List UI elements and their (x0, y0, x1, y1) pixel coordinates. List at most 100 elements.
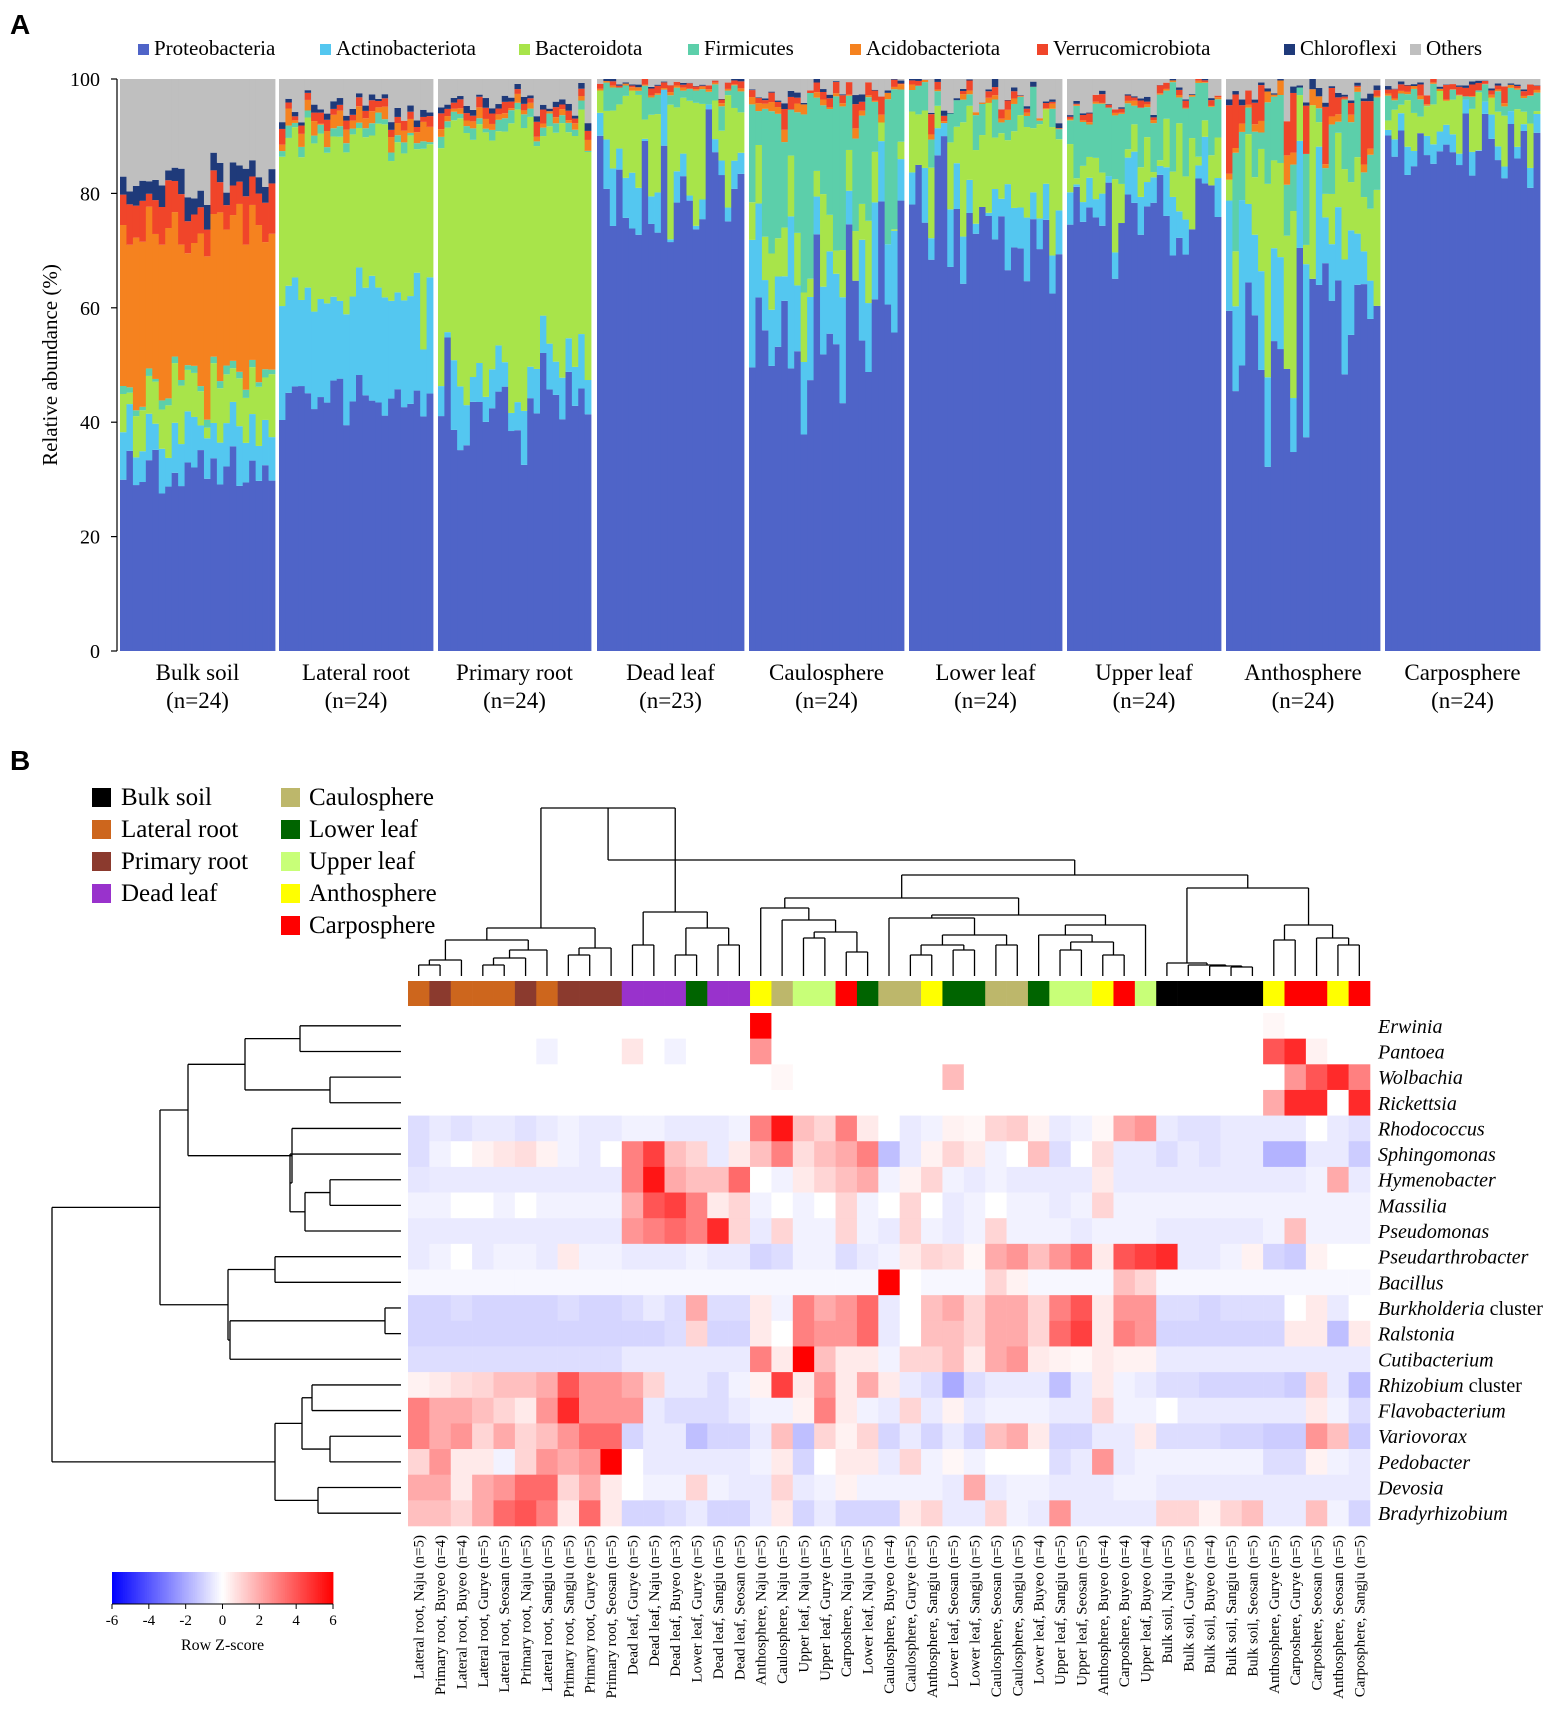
heatmap-cell (1220, 1372, 1243, 1399)
heatmap-cell (685, 1013, 708, 1039)
heatmap-cell (1027, 1064, 1050, 1091)
bar-segment (1258, 82, 1265, 86)
heatmap-cell (942, 1449, 965, 1475)
heatmap-cell (963, 1372, 986, 1399)
bar-segment (268, 374, 276, 438)
heatmap-cell (493, 1089, 516, 1116)
bar-segment (1049, 127, 1057, 256)
heatmap-cell (1220, 1089, 1243, 1116)
bar-segment (1023, 106, 1031, 109)
heatmap-cell (429, 1089, 452, 1116)
bar-segment (845, 79, 853, 83)
bar-segment (343, 120, 350, 130)
heatmap-cell (1092, 1474, 1114, 1501)
heatmap-cell (792, 1064, 815, 1091)
heatmap-cell (1177, 1372, 1200, 1399)
bar-segment (420, 349, 427, 417)
heatmap-cell (664, 1500, 687, 1527)
bar-segment (1397, 81, 1405, 85)
heatmap-cell (685, 1269, 708, 1296)
heatmap-cell (750, 1115, 772, 1142)
bar-segment (223, 466, 231, 651)
bar-segment (1367, 79, 1374, 94)
heatmap-cell (664, 1192, 687, 1219)
bar-segment (304, 117, 312, 288)
colorbar-step (298, 1572, 301, 1604)
heatmap-cell (450, 1269, 473, 1296)
bar-segment (559, 377, 566, 420)
heatmap-cell (1284, 1166, 1307, 1193)
column-label: Bulk soil, Naju (n=5) (1160, 1535, 1176, 1663)
heatmap-cell (536, 1423, 558, 1450)
heatmap-cell (771, 1295, 794, 1322)
heatmap-cell (429, 1166, 452, 1193)
heatmap-cell (1305, 1064, 1328, 1091)
bar-segment (171, 79, 179, 168)
bar-segment (1156, 79, 1164, 85)
heatmap-cell (1263, 1243, 1285, 1270)
heatmap-cell (557, 1295, 580, 1322)
legend-swatch (281, 916, 300, 935)
heatmap-cell (579, 1346, 601, 1373)
heatmap-cell (771, 1038, 794, 1065)
bar-segment (712, 152, 719, 652)
heatmap-cell (1113, 1423, 1136, 1450)
heatmap-cell (1113, 1500, 1136, 1527)
bar-segment (628, 85, 636, 88)
bar-segment (420, 116, 427, 122)
heatmap-cell (557, 1115, 580, 1142)
heatmap-cell (1113, 1218, 1136, 1245)
bar-segment (368, 111, 376, 124)
heatmap-cell (1177, 1089, 1200, 1116)
bar-segment (749, 202, 756, 240)
bar-segment (1328, 86, 1336, 88)
colorbar-step (156, 1572, 159, 1604)
bar-segment (878, 201, 886, 651)
bar-segment (317, 133, 325, 300)
bar-segment (552, 107, 560, 118)
heatmap-cell (835, 1474, 858, 1501)
heatmap-cell (750, 1474, 772, 1501)
bar-segment (985, 102, 993, 213)
bar-segment (469, 121, 477, 129)
bar-segment (1163, 82, 1171, 89)
bar-segment (1481, 101, 1489, 114)
heatmap-cell (664, 1218, 687, 1245)
bar-segment (223, 205, 231, 230)
heatmap-cell (814, 1013, 836, 1039)
bar-segment (781, 109, 789, 130)
heatmap-cell (1327, 1192, 1349, 1219)
column-label: Upper leaf, Seosan (n=5) (1074, 1535, 1090, 1686)
colorbar-step (161, 1572, 164, 1604)
heatmap-cell (856, 1192, 879, 1219)
bar-segment (336, 300, 344, 379)
heatmap-cell (1006, 1166, 1029, 1193)
bar-segment (1201, 136, 1209, 184)
bar-segment (1296, 247, 1304, 651)
bar-segment (1456, 94, 1463, 96)
bar-segment (705, 91, 713, 105)
heatmap-cell (1156, 1115, 1178, 1142)
bar-segment (680, 176, 687, 652)
heatmap-cell (1220, 1449, 1243, 1475)
bar-segment (191, 198, 198, 215)
column-label: Primary root, Naju (n=5) (519, 1535, 535, 1685)
bar-segment (718, 175, 726, 652)
bar-segment (1176, 237, 1183, 651)
colorbar-step (323, 1572, 327, 1604)
bar-segment (1328, 79, 1336, 87)
bar-segment (132, 457, 140, 486)
bar-segment (1303, 102, 1310, 106)
heatmap-cell (985, 1269, 1007, 1296)
heatmap-cell (792, 1166, 815, 1193)
heatmap-cell (1113, 1141, 1136, 1168)
bar-segment (1176, 87, 1183, 90)
bar-segment (420, 141, 427, 149)
heatmap-cell (450, 1423, 473, 1450)
bar-segment (444, 79, 452, 105)
bar-segment (291, 127, 299, 278)
heatmap-cell (771, 1089, 794, 1116)
heatmap-cell (1284, 1243, 1307, 1270)
bar-segment (794, 285, 802, 352)
bar-segment (832, 81, 840, 83)
